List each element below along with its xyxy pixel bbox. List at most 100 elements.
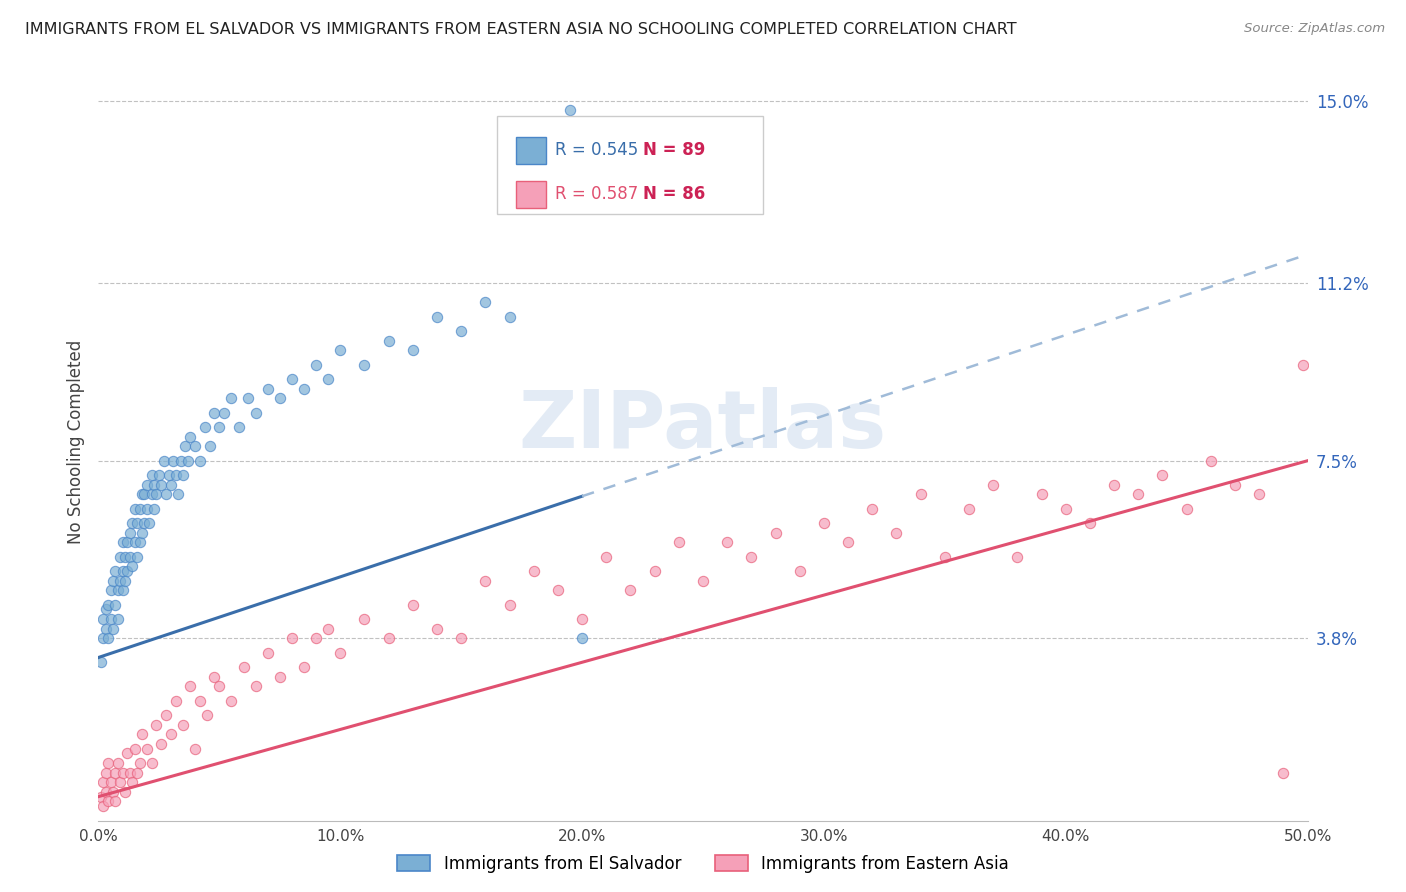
Point (269, 670, 291, 684)
Point (111, 583, 134, 598)
Point (934, 549, 956, 564)
Text: Source: ZipAtlas.com: Source: ZipAtlas.com (1244, 22, 1385, 36)
Text: ZIPatlas: ZIPatlas (519, 387, 887, 466)
Point (1152, 468, 1174, 483)
Point (143, 477, 166, 491)
Point (124, 501, 146, 516)
Point (127, 765, 149, 780)
Text: R = 0.545: R = 0.545 (555, 141, 638, 159)
Point (121, 559, 143, 574)
Point (104, 564, 127, 578)
Point (813, 516, 835, 530)
Point (204, 406, 226, 420)
Point (104, 794, 127, 808)
Point (204, 670, 226, 684)
Point (184, 741, 207, 756)
Point (148, 468, 170, 483)
Point (121, 775, 143, 789)
Point (135, 741, 157, 756)
Point (426, 310, 449, 324)
Point (228, 420, 250, 434)
Point (104, 765, 127, 780)
Point (221, 694, 243, 708)
Text: R = 0.587: R = 0.587 (555, 186, 638, 203)
Point (195, 708, 218, 723)
Point (104, 598, 127, 612)
Point (353, 612, 375, 626)
Point (292, 382, 315, 396)
Point (716, 535, 738, 549)
Point (1054, 501, 1077, 516)
Point (910, 487, 932, 501)
Point (377, 632, 399, 646)
Point (117, 535, 139, 549)
Point (108, 775, 131, 789)
Point (128, 501, 150, 516)
Point (169, 454, 191, 468)
Point (97, 598, 120, 612)
Point (145, 717, 167, 731)
Point (90, 789, 112, 804)
Point (94, 785, 117, 799)
Point (450, 632, 472, 646)
Point (571, 612, 593, 626)
Point (212, 406, 235, 420)
Point (1223, 477, 1246, 491)
Point (571, 632, 593, 646)
Point (127, 549, 149, 564)
Point (100, 612, 122, 626)
Point (172, 717, 194, 731)
Point (198, 439, 221, 453)
Point (101, 785, 124, 799)
Point (111, 535, 134, 549)
Point (134, 516, 156, 530)
Point (117, 564, 139, 578)
Point (595, 549, 617, 564)
Point (100, 583, 122, 598)
Point (1007, 549, 1029, 564)
Point (117, 747, 139, 761)
Point (114, 785, 136, 799)
Point (402, 343, 425, 358)
Point (152, 454, 174, 468)
Point (124, 535, 146, 549)
Point (90, 655, 112, 669)
Point (101, 622, 124, 636)
Point (127, 516, 149, 530)
Point (91, 632, 114, 646)
Point (498, 310, 520, 324)
Point (101, 574, 124, 588)
Text: N = 86: N = 86 (643, 186, 704, 203)
Point (91, 775, 114, 789)
Point (108, 574, 131, 588)
Bar (516, 137, 546, 163)
Point (135, 501, 157, 516)
Point (141, 756, 163, 770)
Point (1249, 487, 1271, 501)
Point (111, 765, 134, 780)
Point (1199, 454, 1222, 468)
Point (138, 516, 160, 530)
Point (165, 694, 187, 708)
Point (245, 406, 267, 420)
Point (886, 525, 908, 540)
Point (523, 132, 546, 146)
Point (134, 487, 156, 501)
Point (692, 574, 714, 588)
Point (141, 468, 163, 483)
Point (111, 564, 134, 578)
Point (474, 295, 496, 310)
Point (108, 549, 131, 564)
Point (1031, 487, 1053, 501)
Point (118, 765, 141, 780)
Point (188, 694, 211, 708)
Point (523, 564, 546, 578)
Point (860, 501, 883, 516)
Point (118, 549, 141, 564)
Legend: Immigrants from El Salvador, Immigrants from Eastern Asia: Immigrants from El Salvador, Immigrants … (391, 848, 1015, 880)
Point (1272, 765, 1295, 780)
Point (121, 516, 143, 530)
Point (558, 103, 581, 118)
Point (131, 525, 153, 540)
Point (238, 392, 260, 406)
